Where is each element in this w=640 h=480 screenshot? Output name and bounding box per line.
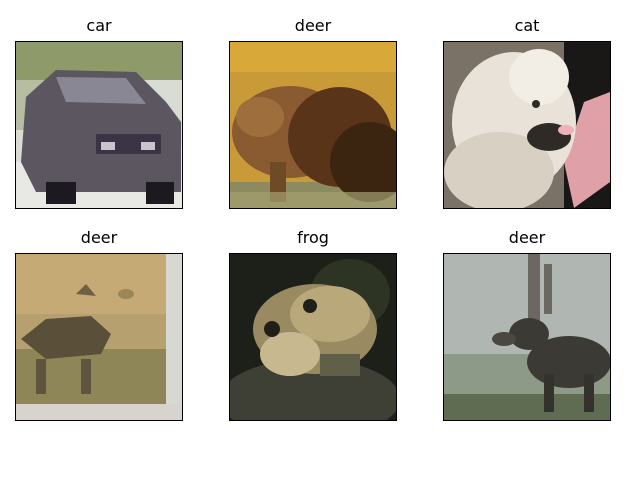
subplot-title: cat	[514, 16, 540, 35]
image-car	[15, 41, 183, 209]
subplot-5: frog	[229, 226, 397, 421]
subplot-title: frog	[297, 228, 329, 247]
subplot-4: deer	[15, 226, 183, 421]
image-frog	[229, 253, 397, 421]
subplot-6: deer	[443, 226, 611, 421]
subplot-2: deer	[229, 14, 397, 209]
image-deer	[229, 41, 397, 209]
subplot-1: car	[15, 14, 183, 209]
subplot-title: deer	[80, 228, 118, 247]
image-cat	[443, 41, 611, 209]
subplot-title: deer	[508, 228, 546, 247]
subplot-3: cat	[443, 14, 611, 209]
subplot-title: car	[86, 16, 112, 35]
image-deer	[443, 253, 611, 421]
image-deer	[15, 253, 183, 421]
subplot-title: deer	[294, 16, 332, 35]
